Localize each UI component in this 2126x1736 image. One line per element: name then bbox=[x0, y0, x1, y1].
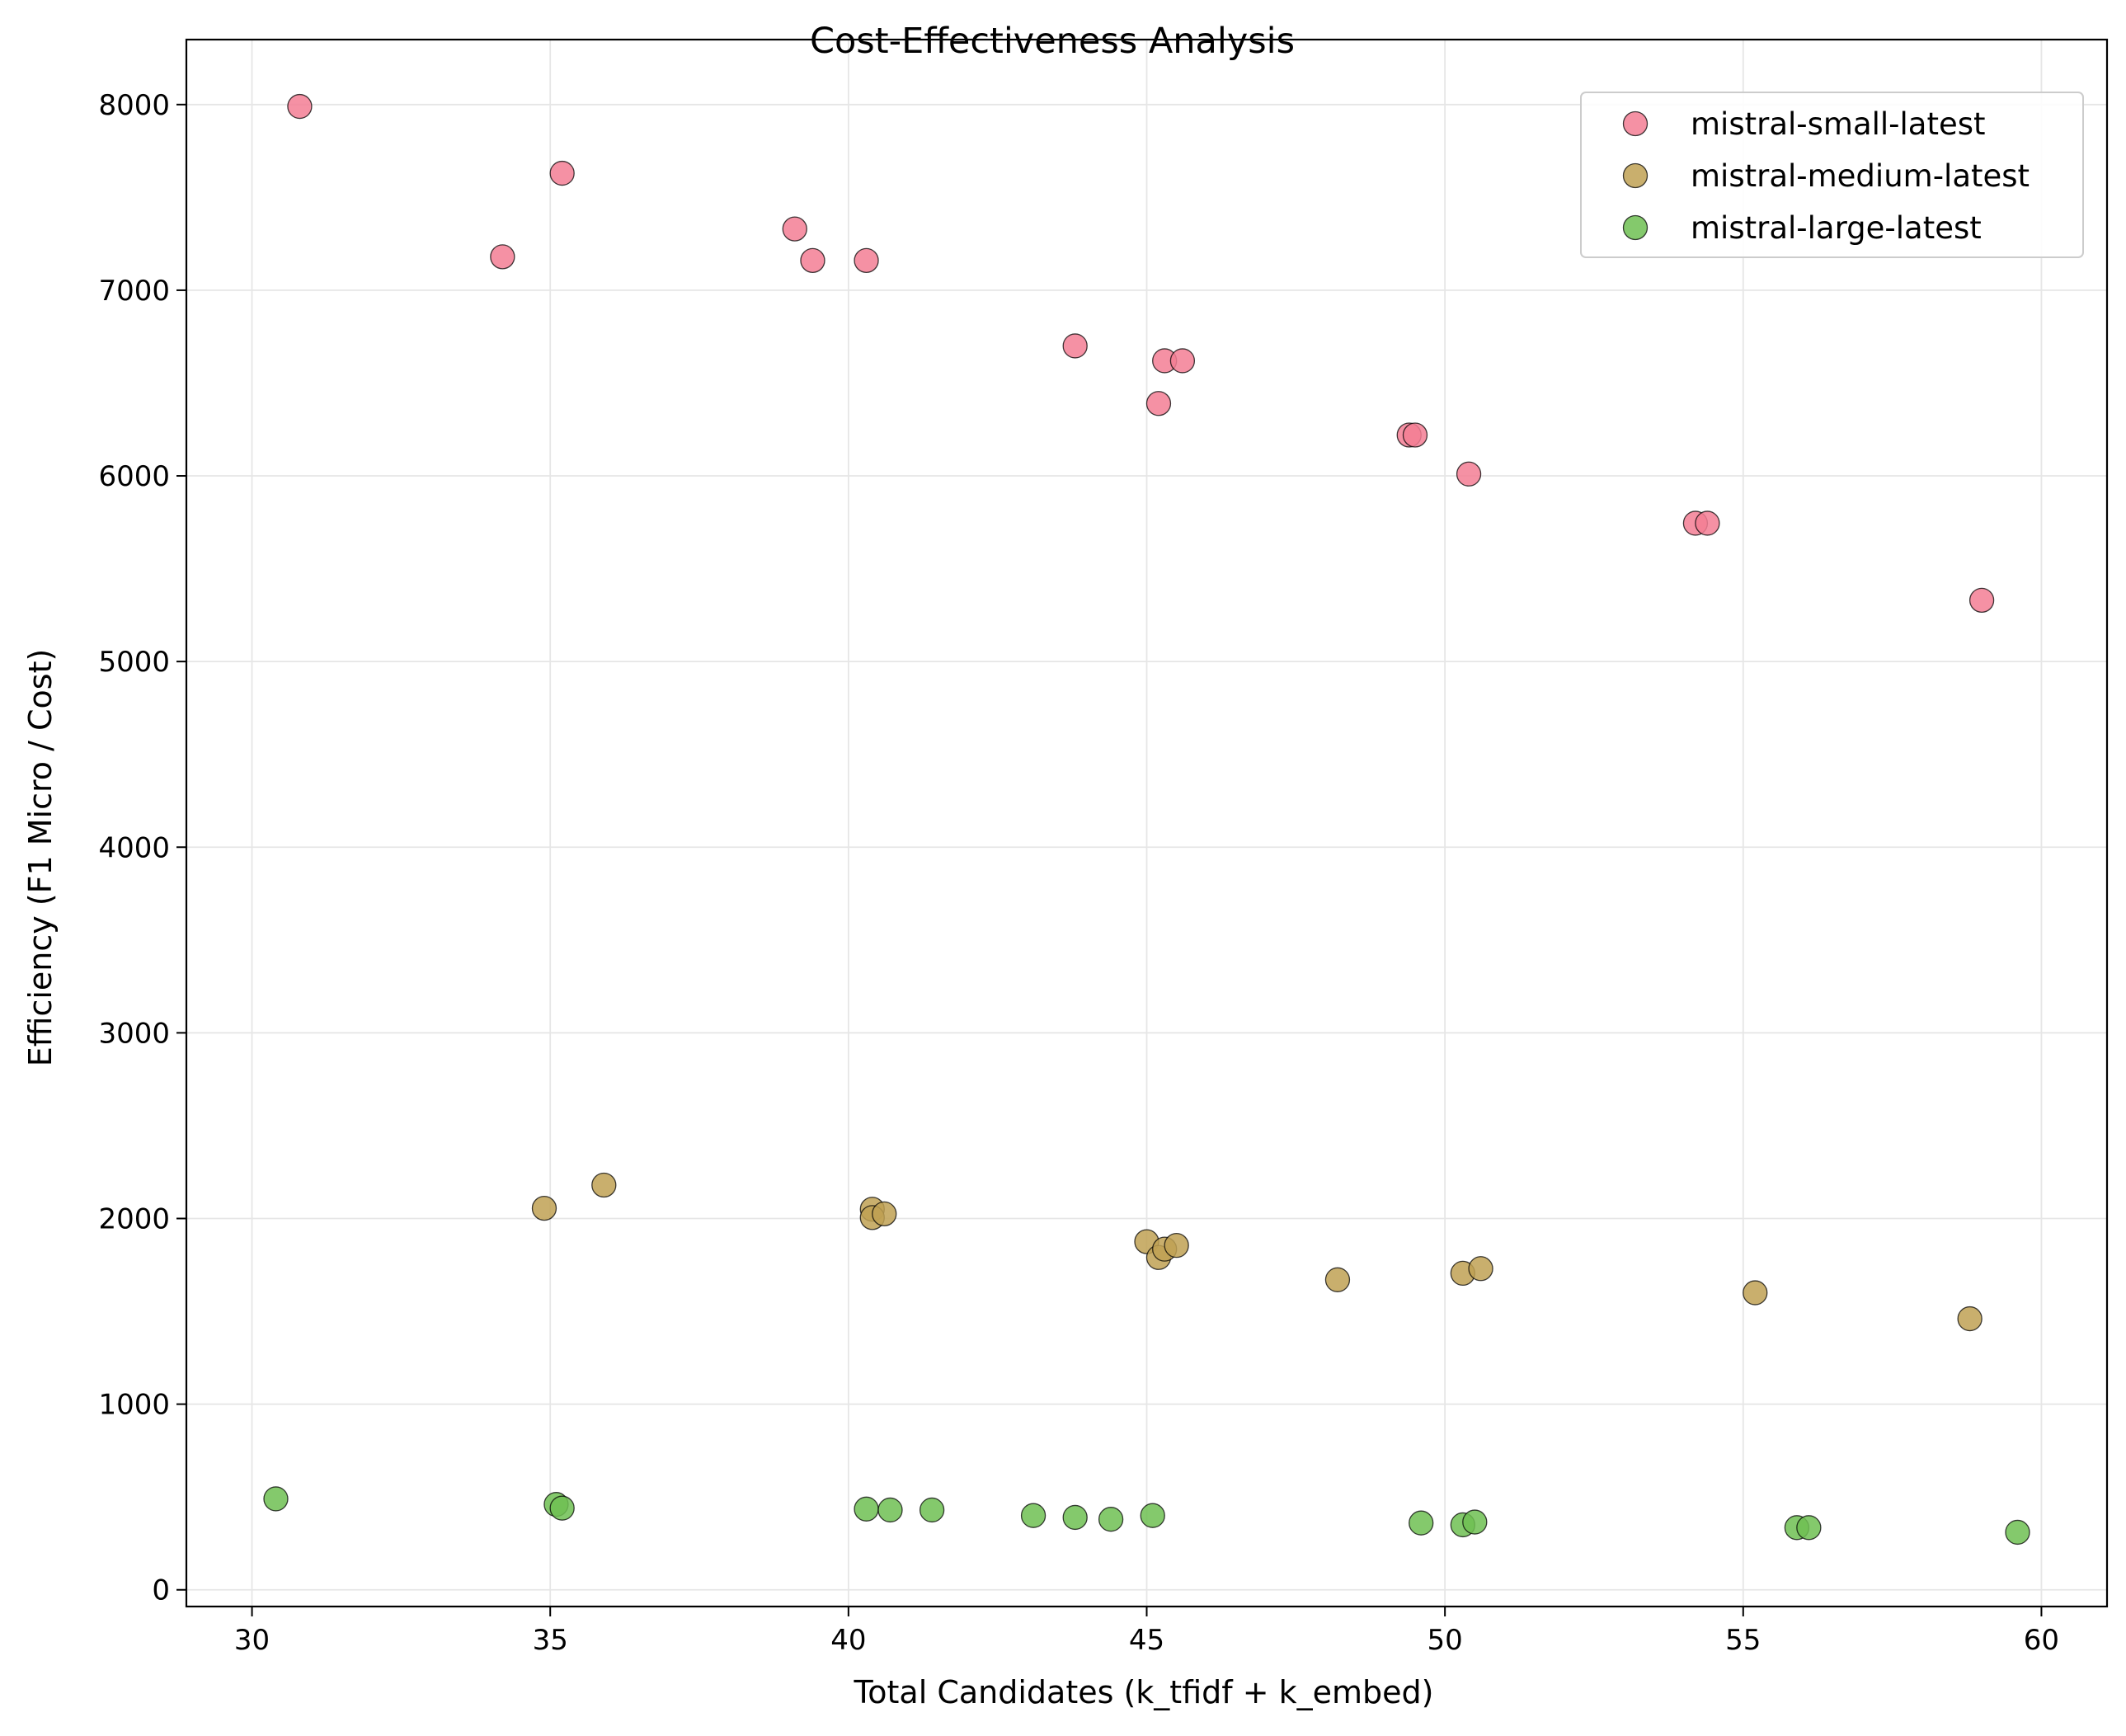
y-tick-label: 8000 bbox=[98, 89, 170, 122]
data-point-mistral-large-latest bbox=[1140, 1503, 1165, 1528]
data-point-mistral-small-latest bbox=[782, 216, 807, 242]
y-tick-label: 0 bbox=[152, 1574, 170, 1607]
legend-label: mistral-medium-latest bbox=[1691, 158, 2030, 194]
y-tick-label: 5000 bbox=[98, 646, 170, 679]
data-points bbox=[263, 93, 2030, 1545]
data-point-mistral-small-latest bbox=[1169, 348, 1196, 374]
data-point-mistral-medium-latest bbox=[591, 1172, 617, 1198]
legend-marker-mistral-medium-latest bbox=[1622, 162, 1649, 189]
x-tick-label: 40 bbox=[830, 1624, 866, 1657]
data-point-mistral-large-latest bbox=[1062, 1504, 1088, 1531]
data-point-mistral-medium-latest bbox=[531, 1195, 557, 1221]
x-tick-label: 50 bbox=[1428, 1624, 1463, 1657]
y-tick-label: 7000 bbox=[98, 275, 170, 308]
y-axis-label: Efficiency (F1 Micro / Cost) bbox=[22, 649, 59, 1067]
x-tick-label: 60 bbox=[2024, 1624, 2059, 1657]
data-point-mistral-small-latest bbox=[549, 160, 575, 186]
data-point-mistral-medium-latest bbox=[1164, 1232, 1189, 1258]
x-tick-label: 35 bbox=[533, 1624, 568, 1657]
legend-marker-mistral-small-latest bbox=[1622, 111, 1649, 137]
data-point-mistral-medium-latest bbox=[1743, 1280, 1768, 1306]
data-point-mistral-large-latest bbox=[2005, 1519, 2030, 1545]
chart-title: Cost-Effectiveness Analysis bbox=[810, 21, 1295, 62]
data-point-mistral-large-latest bbox=[263, 1486, 289, 1512]
data-point-mistral-large-latest bbox=[1409, 1510, 1434, 1536]
y-tick-label: 6000 bbox=[98, 460, 170, 493]
legend-box bbox=[1580, 92, 2084, 258]
data-point-mistral-small-latest bbox=[1456, 461, 1482, 487]
legend-marker-mistral-large-latest bbox=[1622, 214, 1649, 241]
x-tick-label: 55 bbox=[1725, 1624, 1761, 1657]
data-point-mistral-small-latest bbox=[1062, 333, 1088, 359]
y-tick-label: 4000 bbox=[98, 831, 170, 864]
legend-label: mistral-large-latest bbox=[1691, 210, 1982, 246]
x-tick-label: 45 bbox=[1129, 1624, 1164, 1657]
data-point-mistral-small-latest bbox=[1695, 510, 1720, 536]
data-point-mistral-small-latest bbox=[1145, 391, 1172, 416]
data-point-mistral-large-latest bbox=[1462, 1509, 1488, 1535]
data-point-mistral-medium-latest bbox=[1957, 1306, 1983, 1332]
data-point-mistral-medium-latest bbox=[1468, 1256, 1493, 1282]
legend: mistral-small-latest mistral-medium-lates… bbox=[1580, 92, 2084, 258]
data-point-mistral-medium-latest bbox=[872, 1201, 897, 1227]
y-tick-label: 1000 bbox=[98, 1389, 170, 1422]
data-point-mistral-small-latest bbox=[1968, 587, 1995, 614]
data-point-mistral-small-latest bbox=[854, 247, 879, 274]
data-point-mistral-medium-latest bbox=[1324, 1267, 1351, 1292]
data-point-mistral-small-latest bbox=[800, 247, 825, 274]
x-tick-label: 30 bbox=[234, 1624, 270, 1657]
axis-ticks: 30 35 40 45 50 55 60 0 1000 2000 3000 4000 5000 6000 7… bbox=[98, 89, 2059, 1657]
data-point-mistral-large-latest bbox=[1098, 1507, 1124, 1532]
data-point-mistral-large-latest bbox=[1796, 1515, 1822, 1541]
data-point-mistral-small-latest bbox=[1402, 422, 1428, 448]
grid bbox=[186, 40, 2107, 1607]
x-axis-label: Total Candidates (k_tfidf + k_embed) bbox=[854, 1674, 1434, 1710]
data-point-mistral-small-latest bbox=[490, 244, 515, 270]
data-point-mistral-small-latest bbox=[287, 93, 313, 120]
y-tick-label: 2000 bbox=[98, 1203, 170, 1236]
legend-label: mistral-small-latest bbox=[1691, 106, 1986, 142]
y-tick-label: 3000 bbox=[98, 1017, 170, 1050]
data-point-mistral-large-latest bbox=[854, 1496, 879, 1522]
data-point-mistral-large-latest bbox=[877, 1497, 903, 1523]
data-point-mistral-large-latest bbox=[919, 1497, 945, 1523]
data-point-mistral-large-latest bbox=[1020, 1503, 1047, 1528]
data-point-mistral-large-latest bbox=[549, 1495, 575, 1521]
